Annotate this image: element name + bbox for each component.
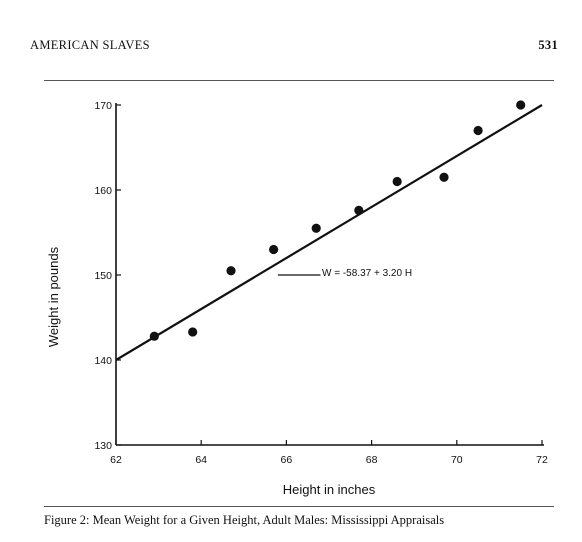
data-point: [392, 176, 402, 187]
y-tick-label: 150: [94, 270, 112, 282]
data-point: [311, 223, 321, 233]
x-tick-label: 66: [281, 454, 293, 466]
data-point: [473, 125, 483, 136]
y-tick-label: 160: [94, 185, 112, 197]
x-tick-label: 62: [110, 454, 122, 466]
y-tick-label: 140: [94, 355, 112, 367]
x-tick-label: 70: [451, 454, 463, 466]
data-point: [354, 205, 364, 215]
header-rule: [44, 80, 554, 81]
page-number: 531: [538, 38, 558, 52]
regression-equation-label: W = -58.37 + 3.20 H: [322, 268, 412, 279]
plot-area: 62 64 66 68 70 72 130 140 150 160 170: [94, 100, 548, 466]
data-point: [188, 327, 198, 337]
data-point: [149, 331, 159, 341]
x-tick-label: 64: [195, 454, 207, 466]
data-point: [516, 100, 526, 110]
y-tick-label: 170: [94, 100, 112, 112]
figure-caption: Figure 2: Mean Weight for a Given Height…: [44, 513, 445, 527]
regression-line: [115, 104, 543, 361]
data-point: [226, 266, 236, 276]
x-tick-label: 72: [536, 454, 548, 466]
caption-rule: [44, 506, 554, 507]
data-point: [439, 172, 449, 182]
data-point: [269, 244, 279, 255]
running-head: AMERICAN SLAVES 531: [30, 38, 558, 54]
y-tick-label: 130: [94, 440, 112, 452]
x-axis-label: Height in inches: [283, 482, 376, 497]
y-axis-label: Weight in pounds: [46, 246, 61, 347]
x-tick-label: 68: [366, 454, 378, 466]
running-title: AMERICAN SLAVES: [30, 38, 150, 52]
